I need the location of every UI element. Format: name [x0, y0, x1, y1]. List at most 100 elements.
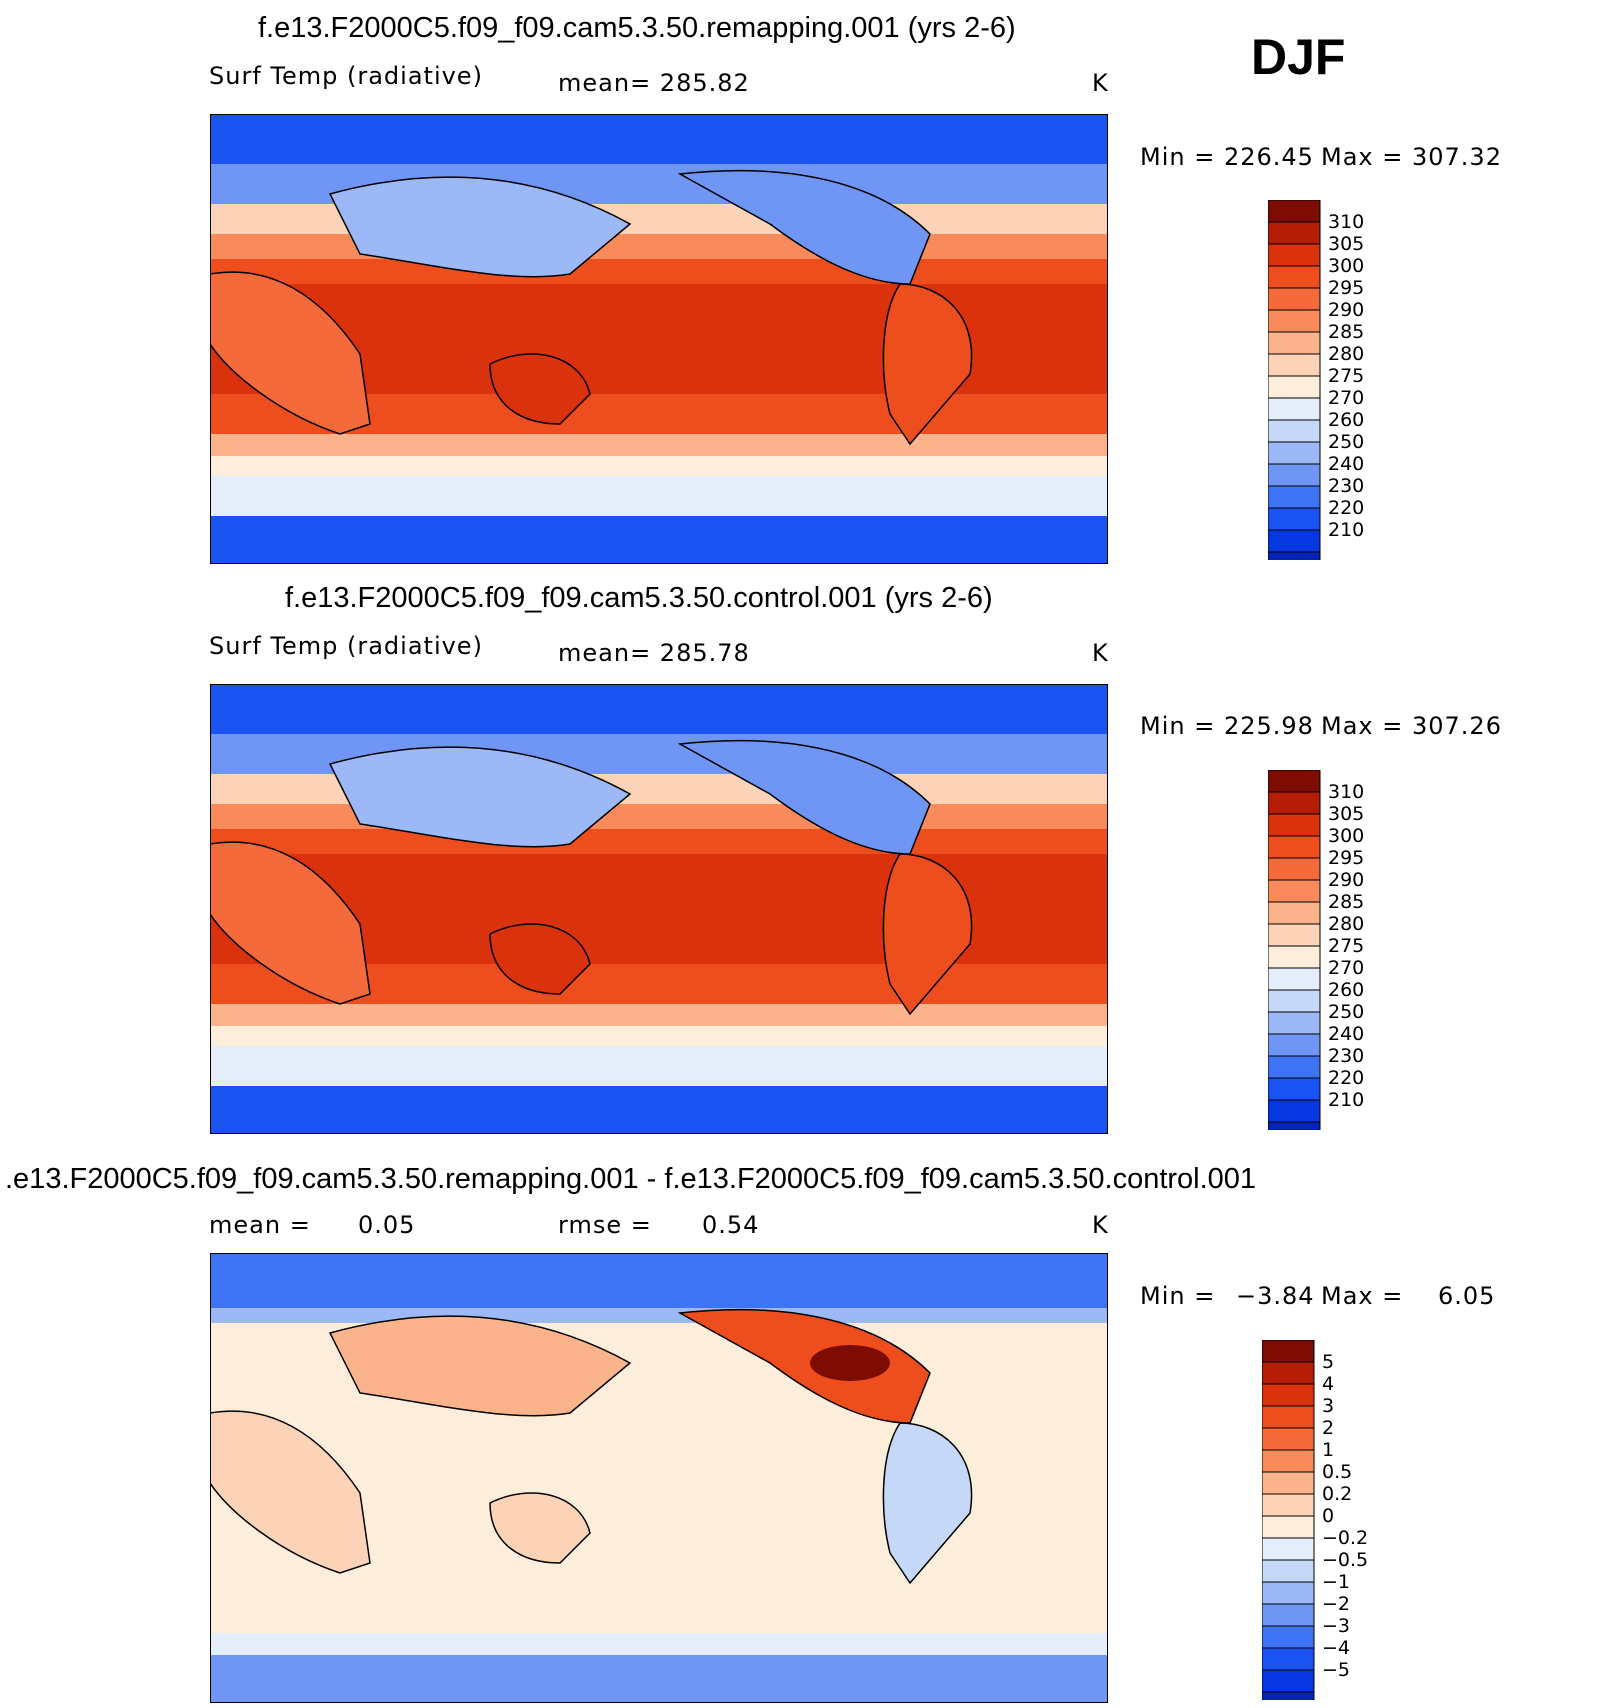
colorbar-tick-label: 290: [1328, 299, 1364, 321]
panel2-temperature-map: [210, 684, 1108, 1134]
colorbar-swatch: [1268, 309, 1321, 333]
colorbar-swatch: [1268, 507, 1321, 531]
colorbar-tick-label: 260: [1328, 409, 1364, 431]
colorbar-swatch: [1262, 1559, 1315, 1583]
colorbar-tick-label: 3: [1322, 1395, 1334, 1417]
colorbar-swatch: [1268, 1077, 1321, 1101]
band-north-warm: [210, 234, 1108, 259]
colorbar-swatch: [1268, 221, 1321, 245]
australia-outline: [489, 1492, 591, 1564]
colorbar-swatch: [1262, 1493, 1315, 1517]
colorbar-swatch: [1262, 1427, 1315, 1451]
colorbar-swatch: [1262, 1581, 1315, 1605]
colorbar-swatch: [1262, 1361, 1315, 1385]
colorbar-tick-label: 310: [1328, 781, 1364, 803]
diff-antarctica: [210, 1655, 1108, 1703]
colorbar-swatch: [1268, 835, 1321, 859]
panel3-mean-value: 0.05: [358, 1211, 416, 1239]
band-arctic: [210, 114, 1108, 164]
colorbar-tick-label: 280: [1328, 913, 1364, 935]
australia-outline: [489, 923, 591, 995]
diff-arctic-band: [210, 1253, 1108, 1308]
colorbar-swatch: [1262, 1647, 1315, 1671]
panel3-units: K: [1092, 1211, 1109, 1239]
colorbar-swatch: [1268, 419, 1321, 443]
panel1-variable: Surf Temp (radiative): [209, 62, 483, 90]
panel1-max: Max = 307.32: [1321, 143, 1502, 171]
colorbar-swatch: [1268, 813, 1321, 837]
colorbar-tick-label: 240: [1328, 453, 1364, 475]
colorbar-tick-label: 285: [1328, 321, 1364, 343]
colorbar-tick-label: 210: [1328, 1089, 1364, 1111]
colorbar-swatch: [1268, 287, 1321, 311]
south-america-outline: [882, 1422, 973, 1585]
north-america-outline: [677, 169, 931, 285]
band-south-mid: [210, 456, 1108, 476]
band-southern-ocean: [210, 1046, 1108, 1086]
colorbar-swatch: [1268, 441, 1321, 465]
colorbar-tick-label: 230: [1328, 1045, 1364, 1067]
band-southern-ocean: [210, 476, 1108, 516]
panel3-min-label: Min =: [1140, 1282, 1216, 1310]
panel3-min-value: −3.84: [1236, 1282, 1315, 1310]
colorbar-tick-label: −1: [1322, 1571, 1350, 1593]
colorbar-tick-label: 275: [1328, 365, 1364, 387]
panel1-units: K: [1092, 69, 1109, 97]
band-antarctica: [210, 1086, 1108, 1134]
south-america-outline: [882, 853, 973, 1016]
colorbar-swatch: [1268, 265, 1321, 289]
colorbar-tick-label: 270: [1328, 387, 1364, 409]
colorbar-swatch: [1268, 1033, 1321, 1057]
colorbar-swatch: [1268, 967, 1321, 991]
australia-outline: [489, 353, 591, 425]
colorbar-tick-label: 250: [1328, 431, 1364, 453]
colorbar-swatch: [1268, 791, 1321, 815]
colorbar-tick-label: 0.2: [1322, 1483, 1352, 1505]
colorbar-swatch: [1262, 1603, 1315, 1627]
colorbar-swatch: [1262, 1449, 1315, 1473]
panel3-rmse-label: rmse =: [558, 1211, 652, 1239]
colorbar-swatch: [1262, 1340, 1315, 1363]
panel2-title: f.e13.F2000C5.f09_f09.cam5.3.50.control.…: [285, 582, 993, 614]
south-america-outline: [882, 283, 973, 446]
colorbar-tick-label: 230: [1328, 475, 1364, 497]
north-america-outline: [677, 1308, 931, 1424]
colorbar-tick-label: 0.5: [1322, 1461, 1352, 1483]
eurasia-outline: [328, 1315, 632, 1417]
band-north-warm: [210, 804, 1108, 829]
panel3-mean-label: mean =: [209, 1211, 311, 1239]
colorbar-swatch: [1268, 923, 1321, 947]
colorbar-tick-label: 260: [1328, 979, 1364, 1001]
colorbar-swatch: [1268, 770, 1321, 793]
panel2-colorbar: 3103053002952902852802752702602502402302…: [1268, 770, 1364, 1130]
colorbar-tick-label: 220: [1328, 1067, 1364, 1089]
colorbar-swatch: [1262, 1691, 1315, 1700]
panel3-max-value: 6.05: [1438, 1282, 1496, 1310]
band-south-warm: [210, 434, 1108, 456]
colorbar-tick-label: −5: [1322, 1659, 1350, 1681]
colorbar-tick-label: 285: [1328, 891, 1364, 913]
diff-subarctic-band: [210, 1308, 1108, 1323]
colorbar-swatch: [1268, 397, 1321, 421]
band-south-mid: [210, 1026, 1108, 1046]
colorbar-swatch: [1268, 1121, 1321, 1130]
colorbar-tick-label: 300: [1328, 255, 1364, 277]
panel1-min: Min = 226.45: [1140, 143, 1314, 171]
colorbar-tick-label: 240: [1328, 1023, 1364, 1045]
colorbar-swatch: [1268, 879, 1321, 903]
north-america-outline: [677, 739, 931, 855]
colorbar-swatch: [1268, 1011, 1321, 1035]
colorbar-tick-label: −3: [1322, 1615, 1350, 1637]
colorbar-tick-label: 275: [1328, 935, 1364, 957]
africa-outline: [210, 841, 371, 1005]
band-antarctica: [210, 516, 1108, 564]
colorbar-swatch: [1262, 1515, 1315, 1539]
panel1-colorbar: 3103053002952902852802752702602502402302…: [1268, 200, 1364, 560]
colorbar-swatch: [1268, 945, 1321, 969]
colorbar-swatch: [1268, 551, 1321, 560]
colorbar-swatch: [1262, 1471, 1315, 1495]
africa-outline: [210, 271, 371, 435]
colorbar-swatch: [1268, 200, 1321, 223]
colorbar-tick-label: 220: [1328, 497, 1364, 519]
